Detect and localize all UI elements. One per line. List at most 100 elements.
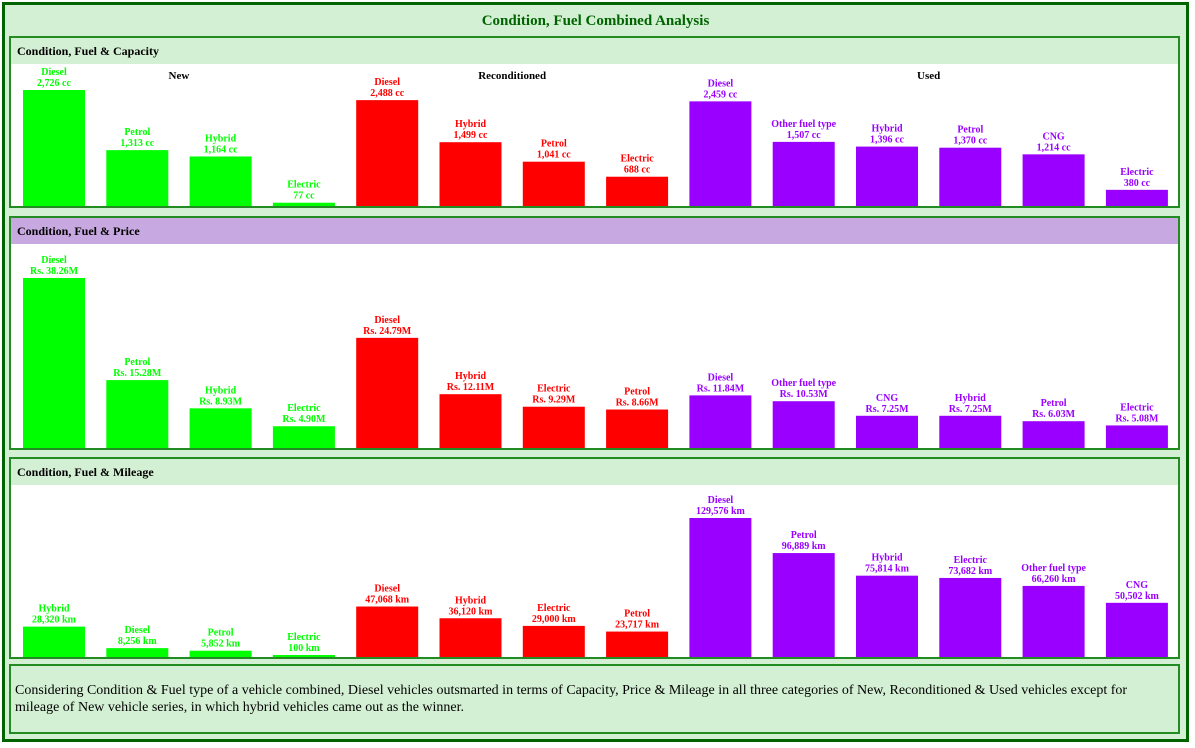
bar-value-label: Rs. 7.25M xyxy=(865,404,909,415)
bar-category-label: Petrol xyxy=(124,127,150,138)
bar-reconditioned-electric xyxy=(522,406,585,448)
bar-category-label: CNG xyxy=(1042,131,1064,142)
bar-category-label: Hybrid xyxy=(871,553,903,564)
bar-value-label: 1,370 cc xyxy=(953,136,987,147)
group-label-reconditioned: Reconditioned xyxy=(478,70,546,82)
bar-value-label: Rs. 24.79M xyxy=(363,326,412,337)
bar-category-label: Diesel xyxy=(374,77,400,88)
bar-category-label: Electric xyxy=(620,154,654,165)
bar-value-label: 1,499 cc xyxy=(454,130,488,141)
bar-value-label: Rs. 38.26M xyxy=(30,266,79,277)
bar-value-label: 2,459 cc xyxy=(703,89,737,100)
bar-value-label: 75,814 km xyxy=(865,564,910,575)
bar-value-label: 1,214 cc xyxy=(1037,142,1071,153)
bar-category-label: Electric xyxy=(287,403,321,414)
bar-category-label: Electric xyxy=(954,555,988,566)
bar-value-label: Rs. 7.25M xyxy=(949,404,993,415)
bar-reconditioned-hybrid xyxy=(439,142,502,206)
bar-category-label: Diesel xyxy=(41,255,67,266)
capacity-panel: Condition, Fuel & Capacity Diesel 2,726 c… xyxy=(9,36,1180,208)
bar-category-label: Electric xyxy=(287,632,321,643)
bar-used-hybrid xyxy=(856,146,918,206)
bar-value-label: 380 cc xyxy=(1124,178,1151,189)
bar-category-label: Hybrid xyxy=(205,385,237,396)
bar-reconditioned-diesel xyxy=(356,100,419,206)
bar-category-label: Petrol xyxy=(791,530,817,541)
bar-value-label: Rs. 8.66M xyxy=(616,398,660,409)
bar-reconditioned-petrol xyxy=(606,631,669,657)
bar-value-label: 2,488 cc xyxy=(370,88,404,99)
bar-value-label: 5,852 km xyxy=(201,639,241,650)
bar-category-label: Other fuel type xyxy=(1021,563,1086,574)
bar-value-label: 29,000 km xyxy=(532,614,577,625)
bar-value-label: Rs. 5.08M xyxy=(1115,413,1159,424)
bar-new-electric xyxy=(272,655,335,657)
bar-category-label: CNG xyxy=(876,393,898,404)
bar-used-diesel xyxy=(689,395,752,448)
bar-new-hybrid xyxy=(189,156,252,206)
bar-used-other-fuel-type xyxy=(772,401,835,448)
bar-value-label: Rs. 11.84M xyxy=(697,383,745,394)
bar-category-label: Petrol xyxy=(624,387,650,398)
bar-value-label: 2,726 cc xyxy=(37,78,71,89)
bar-category-label: Hybrid xyxy=(205,133,237,144)
bar-value-label: 50,502 km xyxy=(1115,591,1160,602)
bar-category-label: CNG xyxy=(1126,580,1148,591)
mileage-panel: Condition, Fuel & Mileage Hybrid 28,320 k… xyxy=(9,457,1180,659)
bar-category-label: Electric xyxy=(537,603,571,614)
bar-value-label: 1,507 cc xyxy=(787,130,821,141)
bar-category-label: Diesel xyxy=(708,372,734,383)
bar-category-label: Hybrid xyxy=(955,393,987,404)
summary-text: Considering Condition & Fuel type of a v… xyxy=(9,664,1180,734)
bar-reconditioned-hybrid xyxy=(439,618,502,657)
group-label-used: Used xyxy=(917,70,940,82)
bar-category-label: Petrol xyxy=(957,125,983,136)
bar-used-electric xyxy=(939,577,1002,657)
bar-value-label: 28,320 km xyxy=(32,615,77,626)
bar-reconditioned-electric xyxy=(522,625,585,657)
bar-category-label: Other fuel type xyxy=(771,378,836,389)
bar-new-electric xyxy=(272,202,335,206)
bar-reconditioned-diesel xyxy=(356,606,419,657)
bar-reconditioned-electric xyxy=(606,176,669,206)
bar-used-diesel xyxy=(689,518,752,657)
group-label-new: New xyxy=(169,70,190,82)
bar-new-diesel xyxy=(23,90,85,206)
bar-category-label: Diesel xyxy=(708,495,734,506)
bar-value-label: 1,396 cc xyxy=(870,135,904,146)
bar-used-hybrid xyxy=(856,575,918,657)
bar-used-cng xyxy=(1105,602,1168,657)
bar-value-label: Rs. 8.93M xyxy=(199,396,243,407)
bar-used-petrol xyxy=(939,147,1002,206)
bar-value-label: Rs. 10.53M xyxy=(780,389,829,400)
bar-category-label: Hybrid xyxy=(455,119,487,130)
bar-new-diesel xyxy=(23,278,85,448)
bar-used-petrol xyxy=(772,553,835,657)
price-panel-title: Condition, Fuel & Price xyxy=(11,218,1178,244)
bar-category-label: Diesel xyxy=(41,67,67,78)
bar-category-label: Petrol xyxy=(541,139,567,150)
bar-category-label: Electric xyxy=(287,180,321,191)
bar-category-label: Electric xyxy=(1120,402,1154,413)
bar-category-label: Electric xyxy=(537,384,571,395)
bar-used-cng xyxy=(856,415,918,448)
bar-category-label: Diesel xyxy=(374,315,400,326)
bar-value-label: 688 cc xyxy=(624,165,651,176)
bar-value-label: 73,682 km xyxy=(948,566,993,577)
bar-used-hybrid xyxy=(939,415,1002,448)
bar-new-petrol xyxy=(106,150,169,206)
bar-value-label: 47,068 km xyxy=(365,595,410,606)
bar-reconditioned-petrol xyxy=(606,409,669,448)
bar-new-diesel xyxy=(106,648,169,657)
capacity-panel-title: Condition, Fuel & Capacity xyxy=(11,38,1178,64)
bar-new-hybrid xyxy=(189,408,252,448)
bar-value-label: 8,256 km xyxy=(118,636,158,647)
bar-category-label: Hybrid xyxy=(38,604,70,615)
bar-category-label: Diesel xyxy=(374,584,400,595)
bar-value-label: 1,164 cc xyxy=(204,144,238,155)
mileage-panel-title: Condition, Fuel & Mileage xyxy=(11,459,1178,485)
bar-used-other-fuel-type xyxy=(1022,585,1085,657)
bar-reconditioned-petrol xyxy=(522,161,585,206)
